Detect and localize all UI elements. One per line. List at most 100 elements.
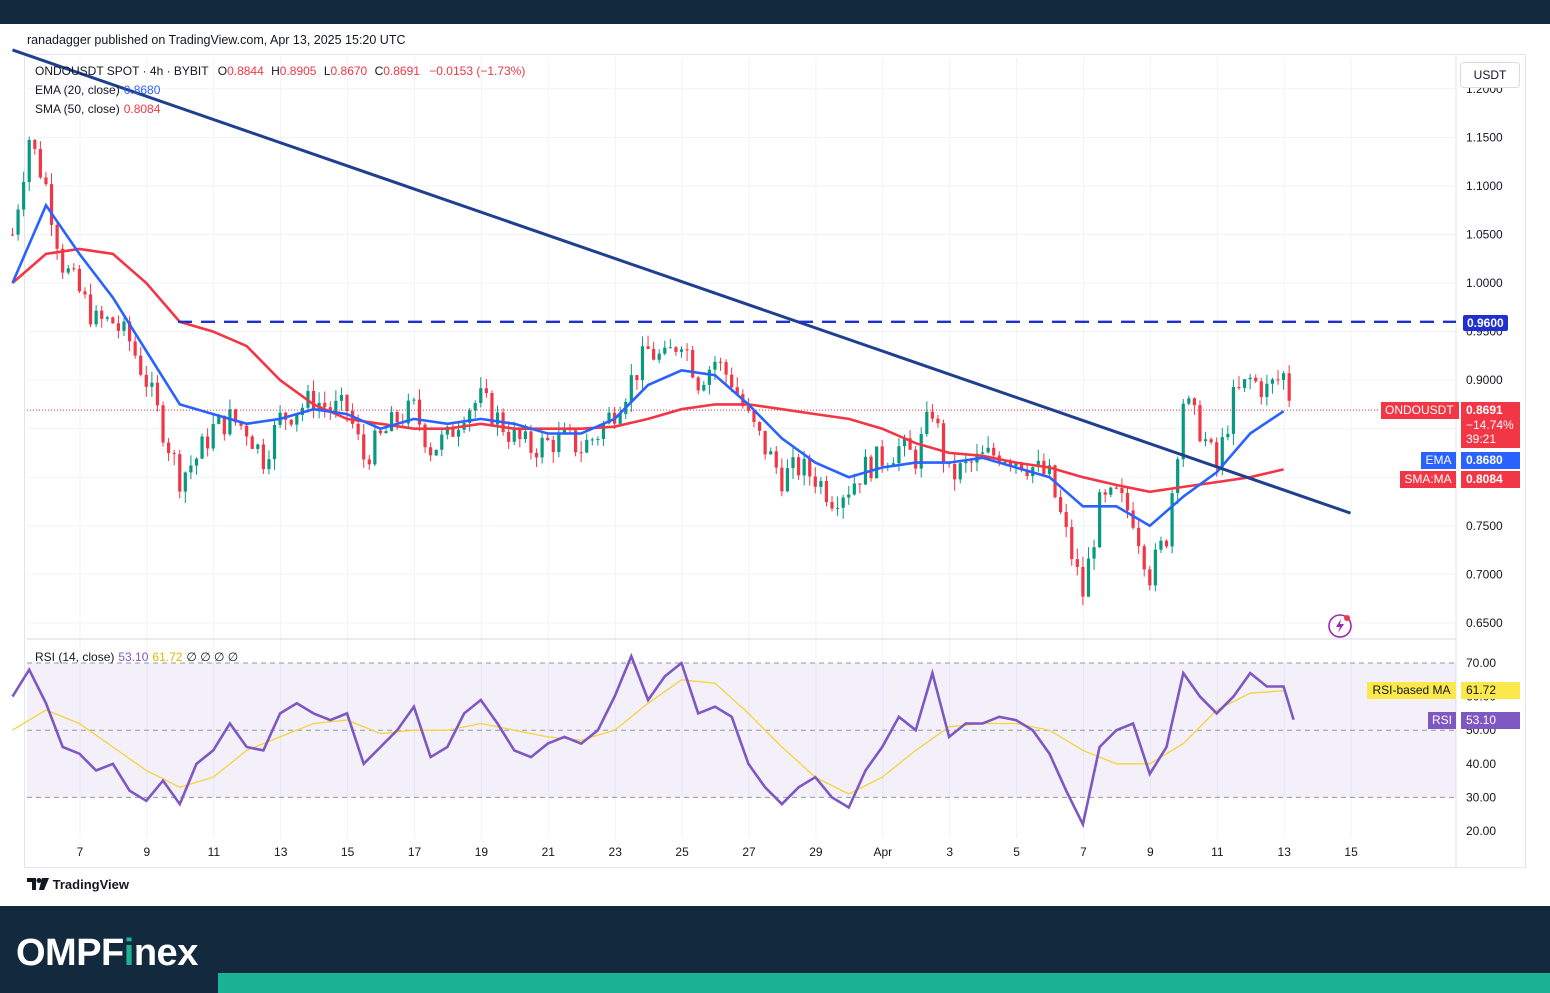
candle-body bbox=[897, 446, 901, 464]
candle-body bbox=[618, 413, 622, 424]
candle-body bbox=[936, 418, 940, 424]
axes: 7 9 11 13 15 17 19 21 23 25 27 29 Apr 3 5 7 9 11 13 15 bbox=[77, 845, 1358, 859]
candle-body bbox=[696, 377, 700, 391]
price-tick-label: 0.6500 bbox=[1466, 616, 1503, 630]
candle-body bbox=[72, 268, 76, 270]
candle-body bbox=[802, 458, 806, 476]
candle-body bbox=[914, 449, 918, 469]
candle-body bbox=[992, 447, 996, 456]
time-tick-label: 23 bbox=[609, 845, 623, 859]
ema-legend: EMA (20, close) 0.8680 bbox=[35, 83, 160, 97]
candle-body bbox=[339, 394, 344, 401]
time-tick-label: 9 bbox=[144, 845, 151, 859]
candle-body bbox=[1276, 379, 1280, 381]
candle-body bbox=[111, 317, 115, 324]
rsi-tag-name: RSI bbox=[1428, 712, 1456, 729]
candle-body bbox=[969, 461, 973, 463]
candle-body bbox=[1148, 569, 1152, 586]
price-tick-label: 0.7500 bbox=[1466, 519, 1503, 533]
candle-body bbox=[674, 347, 678, 352]
candle-body bbox=[484, 388, 488, 394]
candle-body bbox=[61, 248, 65, 273]
candle-body bbox=[785, 468, 790, 492]
candle-body bbox=[390, 412, 394, 432]
time-tick-label: Apr bbox=[873, 845, 892, 859]
time-tick-label: 25 bbox=[675, 845, 689, 859]
candle-body bbox=[757, 422, 762, 431]
candle-body bbox=[1226, 433, 1230, 438]
candle-body bbox=[1092, 547, 1096, 559]
rsi-tick-label: 30.00 bbox=[1466, 790, 1496, 804]
candle-body bbox=[256, 444, 260, 449]
candle-body bbox=[423, 424, 427, 448]
candle-body bbox=[1120, 487, 1124, 494]
candle-body bbox=[668, 347, 672, 349]
high-label: H bbox=[271, 64, 280, 78]
candle-body bbox=[980, 452, 985, 454]
candle-body bbox=[295, 414, 299, 425]
candle-body bbox=[1176, 459, 1180, 494]
price-tick-label: 1.0000 bbox=[1466, 276, 1503, 290]
candle-body bbox=[735, 387, 739, 395]
sma-tag-name: SMA:MA bbox=[1400, 471, 1456, 488]
candle-body bbox=[167, 442, 171, 454]
candle-body bbox=[512, 429, 516, 442]
time-tick-label: 19 bbox=[475, 845, 489, 859]
candle-body bbox=[702, 384, 706, 391]
lightning-icon[interactable] bbox=[1327, 613, 1353, 639]
rsi-extra: ∅ ∅ ∅ ∅ bbox=[186, 650, 239, 664]
candle-body bbox=[507, 431, 511, 442]
candle-body bbox=[919, 434, 923, 469]
candle-body bbox=[451, 426, 455, 437]
rsi-tick-label: 20.00 bbox=[1466, 824, 1496, 838]
candle-body bbox=[1254, 377, 1258, 382]
candle-body bbox=[456, 429, 461, 437]
candle-body bbox=[607, 412, 611, 424]
currency-selector[interactable]: USDT bbox=[1460, 62, 1520, 88]
candle-body bbox=[679, 349, 684, 352]
candle-body bbox=[718, 361, 723, 363]
time-tick-label: 21 bbox=[542, 845, 556, 859]
candle-body bbox=[518, 429, 522, 440]
candle-body bbox=[596, 439, 600, 441]
candle-body bbox=[334, 400, 338, 412]
candle-body bbox=[585, 439, 589, 453]
close-value: 0.8691 bbox=[383, 64, 420, 78]
candle-body bbox=[289, 419, 293, 425]
candle-body bbox=[261, 444, 265, 470]
tradingview-logo[interactable]: TradingView bbox=[27, 877, 129, 892]
time-tick-label: 11 bbox=[208, 845, 221, 859]
candle-body bbox=[1059, 497, 1063, 513]
candle-body bbox=[763, 430, 767, 455]
candle-body bbox=[875, 446, 879, 479]
open-value: 0.8844 bbox=[227, 64, 264, 78]
candle-body bbox=[155, 382, 160, 406]
candle-body bbox=[1064, 512, 1068, 528]
candle-body bbox=[746, 406, 750, 411]
candle-body bbox=[663, 347, 667, 354]
symbol-name: ONDOUSDT SPOT · 4h · BYBIT bbox=[35, 64, 209, 78]
candle-body bbox=[891, 463, 895, 466]
candle-body bbox=[1220, 437, 1224, 468]
price-chart[interactable]: 1.20001.15001.10001.05001.00000.95000.90… bbox=[0, 0, 1550, 906]
time-tick-label: 11 bbox=[1211, 845, 1224, 859]
candle-body bbox=[434, 449, 438, 456]
candles bbox=[10, 136, 1291, 606]
candle-body bbox=[1203, 439, 1208, 442]
candle-body bbox=[579, 452, 583, 454]
candle-body bbox=[1137, 527, 1141, 547]
price-tick-label: 1.0500 bbox=[1466, 227, 1503, 241]
candle-body bbox=[1070, 527, 1074, 560]
candle-body bbox=[551, 440, 555, 453]
candle-body bbox=[66, 268, 70, 273]
time-tick-label: 29 bbox=[809, 845, 823, 859]
high-value: 0.8905 bbox=[279, 64, 317, 78]
rsi-ma-tag-name: RSI-based MA bbox=[1367, 682, 1456, 699]
candle-body bbox=[139, 355, 143, 375]
candle-body bbox=[1109, 487, 1113, 495]
rsi-tag-value: 53.10 bbox=[1461, 712, 1520, 729]
candle-body bbox=[1103, 492, 1107, 495]
rsi-ma-tag-value: 61.72 bbox=[1461, 682, 1520, 699]
candle-body bbox=[440, 434, 444, 450]
candle-body bbox=[1170, 493, 1174, 547]
